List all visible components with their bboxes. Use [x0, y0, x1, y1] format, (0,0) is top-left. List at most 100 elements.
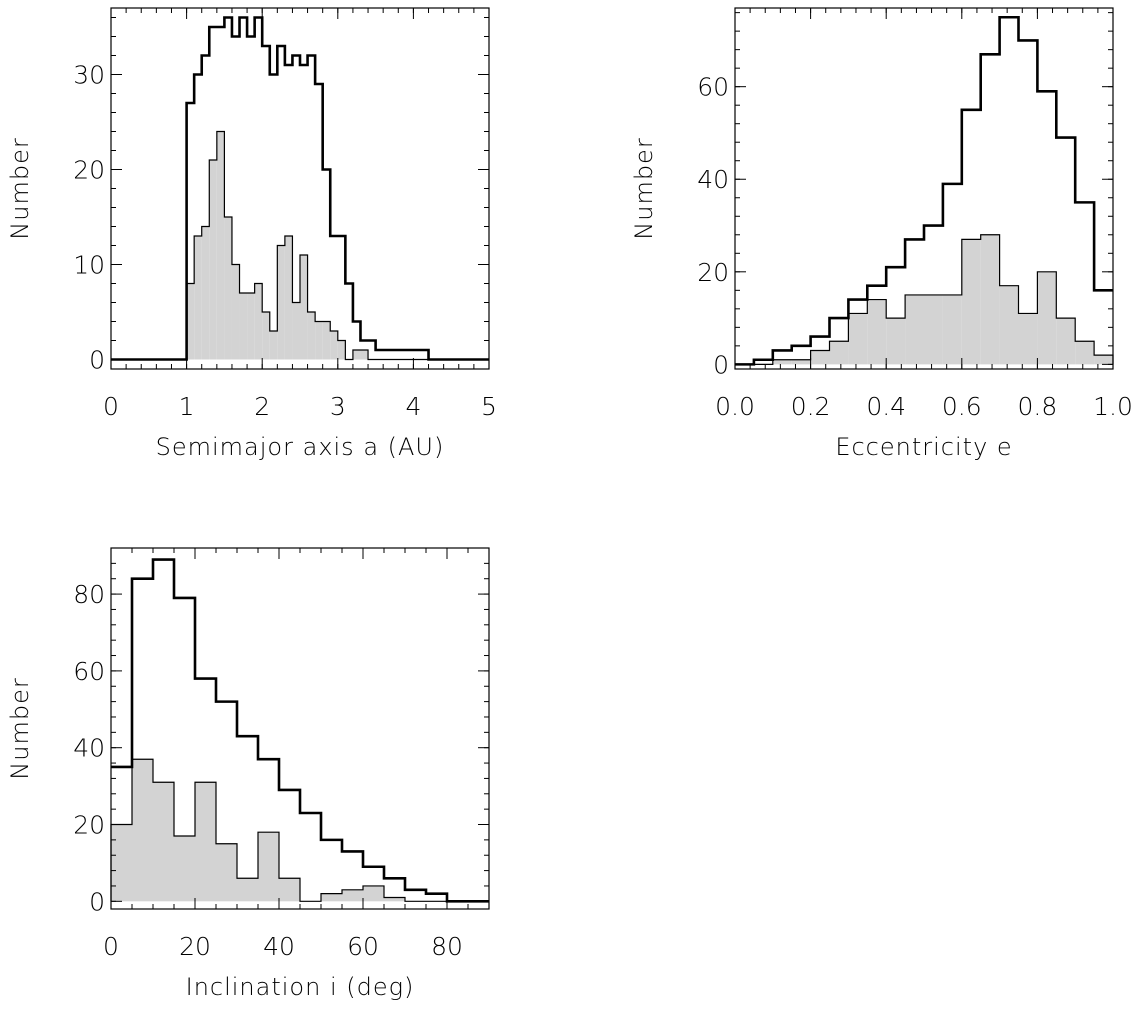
filled-bar: [980, 234, 1000, 365]
x-tick-label: 3: [330, 392, 346, 421]
filled-bar: [279, 878, 300, 902]
filled-bar: [300, 255, 308, 360]
y-axis-label: Number: [6, 677, 34, 779]
filled-bar: [237, 878, 258, 902]
inclination-histogram: 0 20 40 60 80 0 20 40 60 80 Inclination i (deg) Num…: [6, 547, 490, 1001]
filled-bar: [247, 293, 255, 360]
x-tick-label: 0.6: [942, 392, 982, 421]
filled-bar: [307, 312, 316, 360]
plot-frame: [734, 7, 1114, 370]
filled-bar: [269, 331, 278, 360]
x-tick-label: 5: [481, 392, 497, 421]
y-tick-label: 20: [697, 258, 729, 287]
filled-bar: [848, 313, 868, 365]
filled-bar: [1056, 318, 1076, 365]
filled-bar: [254, 283, 263, 360]
x-tick-label: 2: [254, 392, 270, 421]
filled-bar: [201, 226, 210, 360]
x-tick-label: 1.0: [1093, 392, 1133, 421]
filled-bar: [942, 294, 962, 365]
y-axis-label: Number: [6, 137, 34, 239]
y-tick-label: 20: [73, 156, 105, 185]
y-tick-label: 10: [73, 251, 105, 280]
x-tick-label: 0.4: [866, 392, 906, 421]
y-axis-label: Number: [630, 137, 658, 239]
filled-bar: [277, 245, 285, 360]
x-axis-label: Eccentricity e: [835, 433, 1012, 461]
x-axis-label: Semimajor axis a (AU): [156, 433, 445, 461]
filled-bar: [886, 318, 906, 365]
filled-bar: [284, 236, 293, 360]
filled-bar: [174, 836, 195, 902]
filled-bar: [1018, 313, 1038, 365]
filled-bar: [1094, 355, 1113, 365]
y-tick-label: 0: [89, 887, 105, 916]
filled-bar: [231, 264, 240, 360]
y-tick-label: 60: [697, 73, 729, 102]
filled-bar: [791, 359, 811, 365]
filled-bar: [209, 160, 217, 360]
filled-bar: [315, 321, 323, 360]
filled-bar: [384, 897, 405, 902]
x-tick-label: 0: [103, 392, 119, 421]
filled-bar: [216, 843, 237, 902]
filled-bar: [363, 885, 384, 902]
filled-bar: [322, 321, 331, 360]
semimajor-axis-histogram: 0 1 2 3 4 5 0 10 20 30 Semimajor axis a (AU) Number: [6, 7, 497, 461]
filled-bar: [360, 350, 369, 360]
x-tick-label: 40: [263, 932, 295, 961]
filled-bar: [829, 341, 849, 365]
filled-bar: [262, 312, 270, 360]
y-tick-label: 0: [89, 346, 105, 375]
filled-bar: [195, 782, 216, 902]
x-tick-label: 80: [431, 932, 463, 961]
filled-bar: [772, 359, 792, 365]
y-tick-label: 20: [73, 811, 105, 840]
filled-bar: [352, 350, 361, 360]
filled-bar: [330, 331, 338, 360]
filled-bar: [1037, 271, 1057, 365]
filled-bar: [153, 782, 174, 902]
y-tick-label: 40: [697, 165, 729, 194]
filled-bar: [258, 832, 279, 902]
filled-bar: [132, 759, 153, 902]
x-tick-label: 60: [347, 932, 379, 961]
filled-bar: [999, 285, 1019, 365]
filled-bar: [321, 893, 342, 902]
x-tick-label: 1: [179, 392, 195, 421]
filled-bar: [337, 340, 346, 360]
filled-bar: [224, 217, 232, 360]
x-axis-label: Inclination i (deg): [186, 973, 415, 1001]
filled-bar: [905, 294, 924, 365]
y-tick-label: 30: [73, 61, 105, 90]
filled-bar: [924, 294, 943, 365]
filled-bar: [111, 824, 132, 902]
filled-histogram-outline: [735, 234, 1114, 365]
total-histogram-line: [111, 558, 489, 903]
filled-histogram-outline: [111, 130, 489, 361]
x-tick-label: 4: [405, 392, 421, 421]
y-tick-label: 80: [73, 580, 105, 609]
x-tick-label: 0.0: [715, 392, 755, 421]
x-tick-label: 20: [179, 932, 211, 961]
filled-bar: [810, 350, 830, 365]
y-tick-label: 0: [713, 350, 729, 379]
total-histogram-line: [111, 16, 489, 361]
x-tick-label: 0: [103, 932, 119, 961]
filled-bar: [216, 131, 225, 360]
filled-bar: [292, 302, 300, 360]
filled-bar: [1075, 341, 1095, 365]
filled-histogram-outline: [110, 758, 489, 902]
x-tick-label: 0.2: [791, 392, 831, 421]
filled-bar: [186, 283, 195, 360]
x-tick-label: 0.8: [1018, 392, 1058, 421]
filled-bar: [867, 299, 887, 365]
filled-bar: [342, 889, 363, 902]
filled-bar: [239, 293, 248, 360]
y-tick-label: 60: [73, 657, 105, 686]
filled-bar: [961, 239, 981, 365]
filled-bar: [194, 236, 202, 360]
total-histogram-line: [735, 15, 1113, 366]
y-tick-label: 40: [73, 734, 105, 763]
